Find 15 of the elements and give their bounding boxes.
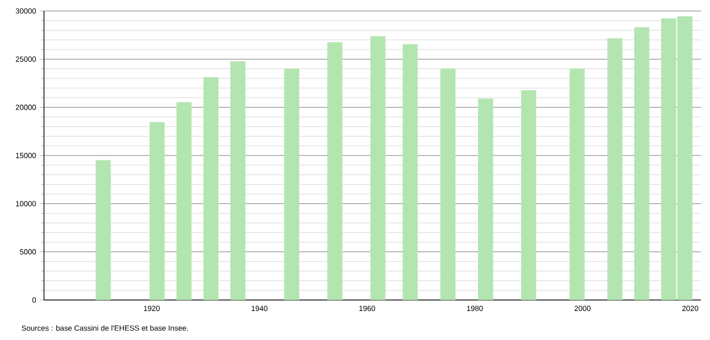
- bar: [521, 90, 536, 300]
- bar: [402, 44, 418, 300]
- bar: [327, 42, 342, 300]
- bar: [284, 68, 300, 300]
- bar: [96, 160, 111, 300]
- bar: [203, 77, 218, 300]
- bar: [176, 102, 192, 300]
- bar: [607, 38, 622, 300]
- bar: [634, 27, 650, 300]
- bar: [440, 68, 456, 300]
- bar: [230, 61, 246, 300]
- bar: [370, 36, 386, 300]
- bar: [570, 68, 585, 300]
- bar: [150, 122, 165, 300]
- bar: [478, 98, 494, 300]
